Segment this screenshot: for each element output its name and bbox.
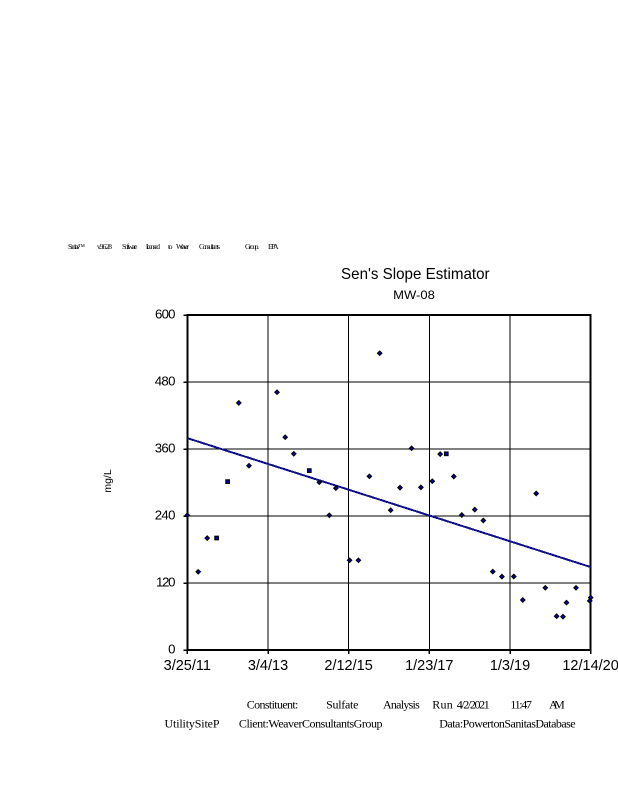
svg-text:Run: Run	[432, 698, 452, 712]
svg-text:Software: Software	[122, 242, 138, 251]
svg-text:mg/L: mg/L	[102, 469, 114, 493]
svg-text:Analysis: Analysis	[383, 698, 420, 712]
svg-text:Sulfate: Sulfate	[326, 698, 358, 712]
svg-text:1/3/19: 1/3/19	[490, 658, 530, 674]
svg-text:licensed: licensed	[146, 242, 160, 251]
svg-text:11:47: 11:47	[510, 698, 532, 712]
svg-text:MW-08: MW-08	[393, 288, 435, 302]
svg-text:360: 360	[155, 441, 176, 456]
svg-text:120: 120	[156, 575, 176, 590]
svg-text:480: 480	[155, 374, 176, 389]
svg-text:v.9.6.28: v.9.6.28	[97, 242, 112, 251]
svg-text:Data:PowertonSanitasDatabase: Data:PowertonSanitasDatabase	[439, 717, 575, 731]
svg-text:0: 0	[168, 642, 175, 657]
svg-text:Group.: Group.	[245, 242, 259, 251]
svg-text:EPA: EPA	[268, 242, 279, 251]
svg-text:3/25/11: 3/25/11	[164, 658, 211, 674]
svg-text:240: 240	[155, 508, 176, 523]
svg-text:Sanitas™: Sanitas™	[68, 242, 86, 251]
svg-text:AM: AM	[549, 698, 565, 712]
svg-text:600: 600	[155, 306, 176, 321]
svg-text:Weaver: Weaver	[176, 242, 190, 251]
svg-text:12/14/20: 12/14/20	[562, 658, 618, 674]
svg-text:1/23/17: 1/23/17	[405, 658, 453, 674]
svg-text:Constituent:: Constituent:	[247, 698, 299, 712]
svg-text:Sen's Slope Estimator: Sen's Slope Estimator	[341, 266, 490, 283]
svg-text:2/12/15: 2/12/15	[324, 658, 372, 674]
svg-text:4/2/2021: 4/2/2021	[457, 698, 490, 712]
svg-text:Client:WeaverConsultantsGroup: Client:WeaverConsultantsGroup	[239, 717, 383, 731]
svg-text:3/4/13: 3/4/13	[248, 658, 288, 674]
svg-text:UtilitySiteP: UtilitySiteP	[165, 717, 220, 731]
svg-text:to: to	[168, 242, 173, 251]
svg-text:Consultants: Consultants	[199, 242, 220, 251]
